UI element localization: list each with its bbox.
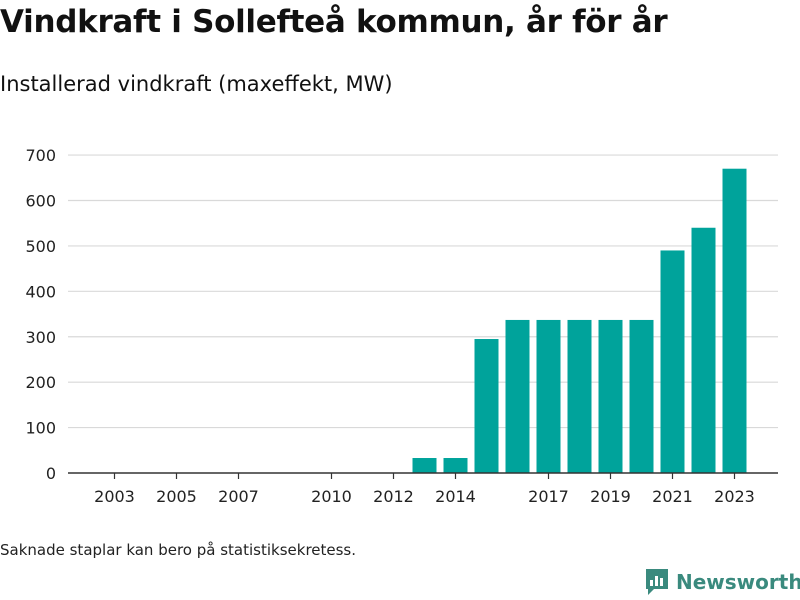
bar-2017 bbox=[536, 319, 561, 473]
x-tick-label: 2012 bbox=[373, 487, 414, 506]
bar-2016 bbox=[505, 319, 530, 473]
brand-logo[interactable]: Newsworthy bbox=[644, 567, 800, 597]
y-tick-label: 300 bbox=[25, 328, 56, 347]
x-tick-label: 2010 bbox=[311, 487, 352, 506]
y-tick-label: 700 bbox=[25, 146, 56, 165]
x-tick-label: 2005 bbox=[156, 487, 197, 506]
y-tick-label: 600 bbox=[25, 192, 56, 211]
x-tick-labels: 2003 2005 2007 2010 2012 2014 2017 2019 2021 2023 bbox=[94, 487, 755, 506]
x-tick-label: 2014 bbox=[435, 487, 476, 506]
bar-chart-logo-icon bbox=[646, 569, 668, 595]
x-tick-label: 2017 bbox=[528, 487, 569, 506]
bar-2014 bbox=[443, 458, 468, 473]
bar-2013 bbox=[412, 458, 437, 473]
chart-subtitle: Installerad vindkraft (maxeffekt, MW) bbox=[0, 72, 393, 96]
bar-2018 bbox=[567, 319, 592, 473]
y-tick-labels: 0 100 200 300 400 500 600 700 bbox=[25, 146, 56, 483]
x-tick-label: 2023 bbox=[714, 487, 755, 506]
y-tick-label: 100 bbox=[25, 419, 56, 438]
bar-2022 bbox=[691, 227, 716, 473]
bars bbox=[412, 168, 747, 474]
bar-2021 bbox=[660, 250, 685, 473]
x-tick-label: 2007 bbox=[218, 487, 259, 506]
y-tick-label: 400 bbox=[25, 282, 56, 301]
chart-title: Vindkraft i Sollefteå kommun, år för år bbox=[0, 4, 668, 40]
x-axis bbox=[68, 472, 778, 479]
y-tick-label: 200 bbox=[25, 373, 56, 392]
gridlines bbox=[68, 154, 778, 429]
bar-2020 bbox=[629, 319, 654, 473]
bar-2023 bbox=[722, 168, 747, 474]
brand-name: Newsworthy bbox=[676, 570, 800, 594]
x-tick-label: 2003 bbox=[94, 487, 135, 506]
x-tick-label: 2019 bbox=[590, 487, 631, 506]
footnote: Saknade staplar kan bero på statistiksek… bbox=[0, 541, 357, 559]
bar-2015 bbox=[474, 339, 499, 473]
y-tick-label: 500 bbox=[25, 237, 56, 256]
y-tick-label: 0 bbox=[46, 464, 56, 483]
bar-2019 bbox=[598, 319, 623, 473]
x-tick-label: 2021 bbox=[652, 487, 693, 506]
